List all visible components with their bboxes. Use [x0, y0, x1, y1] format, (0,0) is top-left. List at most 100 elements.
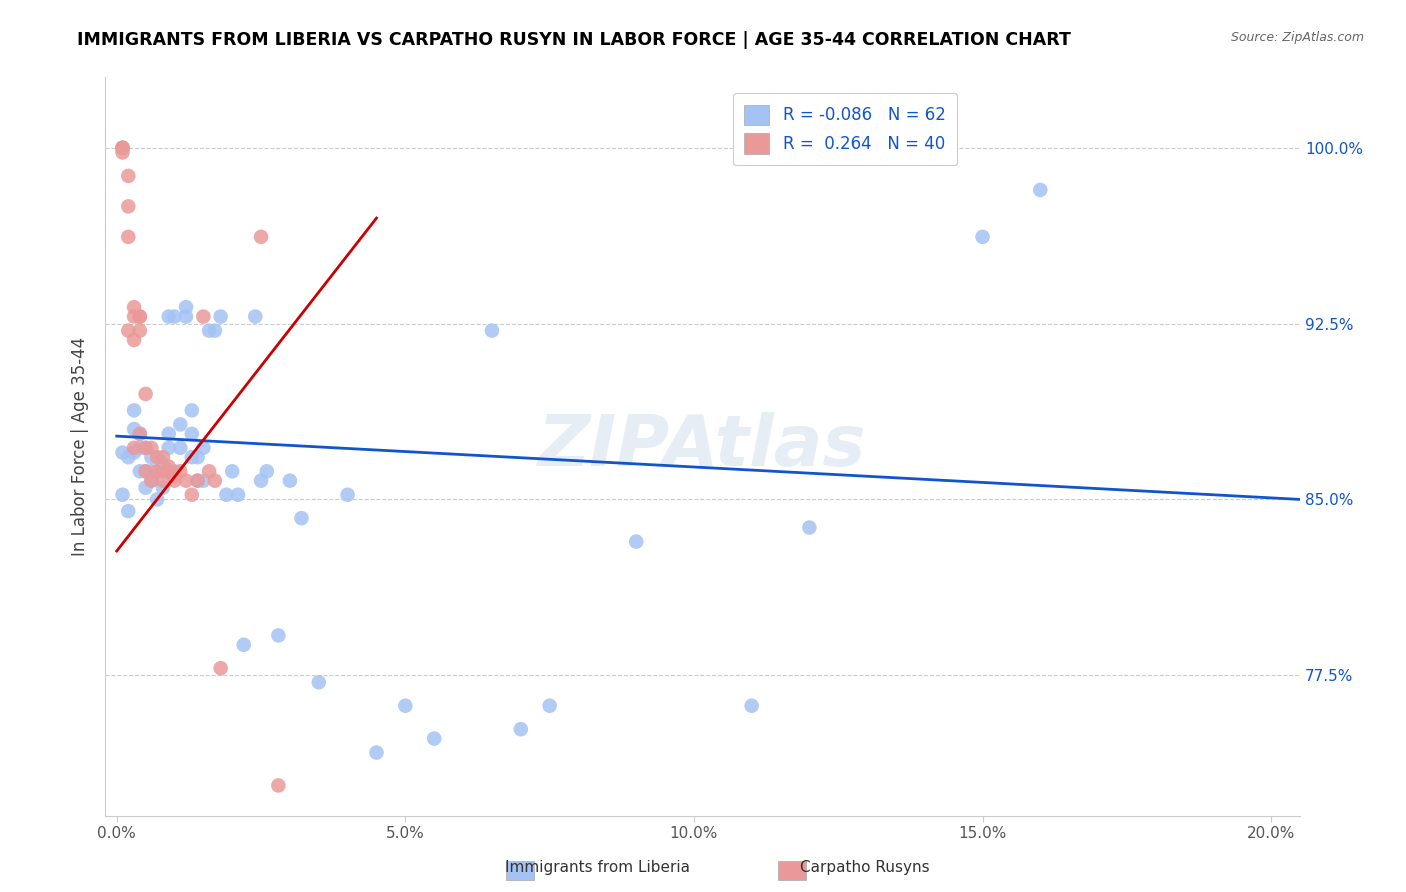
Point [117, 504, 139, 518]
Point [128, 310, 150, 324]
Point [198, 324, 221, 338]
Point [193, 474, 215, 488]
Point [250, 474, 273, 488]
Point [187, 474, 209, 488]
Point [141, 474, 163, 488]
Point [157, 441, 180, 455]
Point [128, 426, 150, 441]
Point [163, 474, 186, 488]
Point [209, 661, 232, 675]
Point [111, 145, 134, 160]
Point [1029, 183, 1052, 197]
Point [366, 746, 388, 760]
Point [169, 464, 191, 478]
Point [250, 230, 273, 244]
Point [111, 141, 134, 155]
Point [741, 698, 763, 713]
Point [174, 310, 197, 324]
Point [128, 464, 150, 478]
Point [128, 426, 150, 441]
Point [117, 169, 139, 183]
Point [174, 300, 197, 314]
Point [135, 464, 157, 478]
Point [117, 199, 139, 213]
Point [117, 324, 139, 338]
Point [423, 731, 446, 746]
Point [141, 450, 163, 465]
Point [122, 441, 145, 455]
Point [256, 464, 278, 478]
Point [122, 333, 145, 347]
Text: ZIPAtlas: ZIPAtlas [538, 412, 868, 481]
Point [135, 481, 157, 495]
Point [122, 300, 145, 314]
Point [972, 230, 994, 244]
Point [146, 464, 169, 478]
Point [193, 310, 215, 324]
Point [245, 310, 267, 324]
Point [221, 464, 243, 478]
Point [141, 441, 163, 455]
Point [111, 488, 134, 502]
Point [152, 464, 174, 478]
Point [193, 441, 215, 455]
Point [226, 488, 249, 502]
Point [209, 310, 232, 324]
Point [111, 445, 134, 459]
Point [141, 474, 163, 488]
Point [135, 387, 157, 401]
Point [111, 141, 134, 155]
Point [481, 324, 503, 338]
Point [135, 441, 157, 455]
Point [152, 474, 174, 488]
Point [215, 488, 238, 502]
Point [157, 459, 180, 474]
Point [163, 469, 186, 483]
Point [267, 628, 290, 642]
Point [122, 422, 145, 436]
Point [157, 310, 180, 324]
Point [799, 520, 821, 534]
Point [336, 488, 359, 502]
Text: Carpatho Rusyns: Carpatho Rusyns [800, 861, 929, 875]
Point [290, 511, 312, 525]
Point [141, 464, 163, 478]
Point [146, 492, 169, 507]
Point [180, 450, 202, 465]
Point [157, 426, 180, 441]
Point [111, 141, 134, 155]
Point [122, 445, 145, 459]
Point [135, 464, 157, 478]
Point [152, 481, 174, 495]
Point [169, 441, 191, 455]
Point [187, 474, 209, 488]
Point [122, 310, 145, 324]
Point [626, 534, 648, 549]
Text: Source: ZipAtlas.com: Source: ZipAtlas.com [1230, 31, 1364, 45]
Point [128, 310, 150, 324]
Point [146, 450, 169, 465]
Point [308, 675, 330, 690]
Point [204, 474, 226, 488]
Point [180, 403, 202, 417]
Text: IMMIGRANTS FROM LIBERIA VS CARPATHO RUSYN IN LABOR FORCE | AGE 35-44 CORRELATION: IMMIGRANTS FROM LIBERIA VS CARPATHO RUSY… [77, 31, 1071, 49]
Point [117, 230, 139, 244]
Point [267, 779, 290, 793]
Point [278, 474, 301, 488]
Point [232, 638, 254, 652]
Point [174, 474, 197, 488]
Point [204, 324, 226, 338]
Point [135, 441, 157, 455]
Point [198, 464, 221, 478]
Point [163, 464, 186, 478]
Point [146, 464, 169, 478]
Point [187, 450, 209, 465]
Point [157, 464, 180, 478]
Point [128, 441, 150, 455]
Point [152, 450, 174, 465]
Point [394, 698, 416, 713]
Point [163, 310, 186, 324]
Point [538, 698, 561, 713]
Point [128, 324, 150, 338]
Y-axis label: In Labor Force | Age 35-44: In Labor Force | Age 35-44 [72, 337, 89, 557]
